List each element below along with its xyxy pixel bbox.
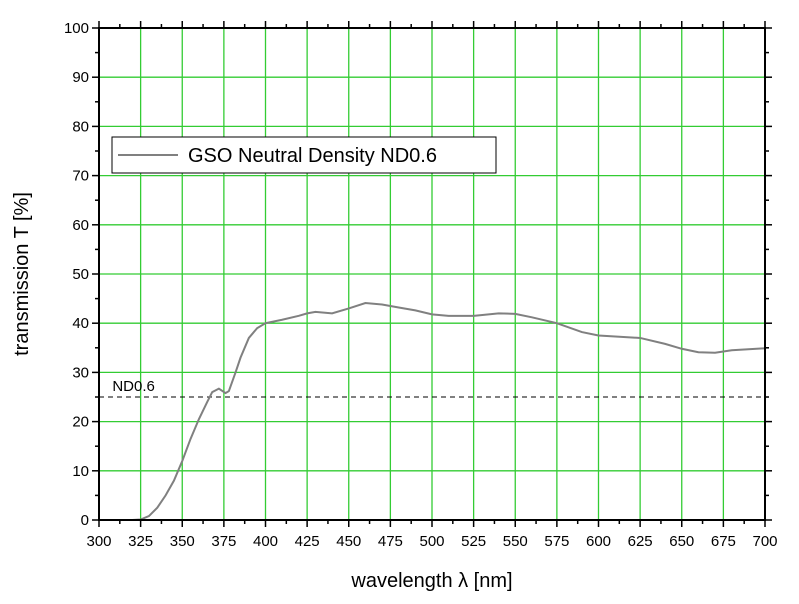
y-tick-label: 10	[72, 463, 89, 480]
reference-label: ND0.6	[112, 378, 155, 395]
x-tick-label: 675	[711, 533, 736, 550]
x-tick-label: 625	[628, 533, 653, 550]
x-tick-label: 475	[378, 533, 403, 550]
x-tick-label: 300	[86, 533, 111, 550]
x-tick-label: 400	[253, 533, 278, 550]
x-tick-label: 575	[544, 533, 569, 550]
y-tick-label: 60	[72, 217, 89, 234]
y-axis-label: transmission T [%]	[11, 192, 33, 356]
x-tick-label: 700	[752, 533, 777, 550]
x-tick-label: 450	[336, 533, 361, 550]
y-tick-label: 100	[64, 20, 89, 37]
x-tick-label: 375	[211, 533, 236, 550]
x-tick-label: 325	[128, 533, 153, 550]
legend-label: GSO Neutral Density ND0.6	[188, 145, 437, 167]
y-tick-label: 80	[72, 118, 89, 135]
x-tick-label: 350	[170, 533, 195, 550]
y-tick-label: 90	[72, 69, 89, 86]
x-tick-label: 600	[586, 533, 611, 550]
y-tick-label: 30	[72, 364, 89, 381]
y-tick-label: 50	[72, 266, 89, 283]
x-tick-label: 550	[503, 533, 528, 550]
y-tick-label: 70	[72, 168, 89, 185]
series-line	[99, 302, 766, 521]
y-tick-label: 40	[72, 315, 89, 332]
x-axis-label: wavelength λ [nm]	[350, 570, 512, 592]
y-tick-label: 20	[72, 414, 89, 431]
x-tick-label: 525	[461, 533, 486, 550]
x-tick-label: 425	[295, 533, 320, 550]
x-tick-label: 500	[419, 533, 444, 550]
x-tick-label: 650	[669, 533, 694, 550]
y-tick-label: 0	[81, 512, 89, 529]
